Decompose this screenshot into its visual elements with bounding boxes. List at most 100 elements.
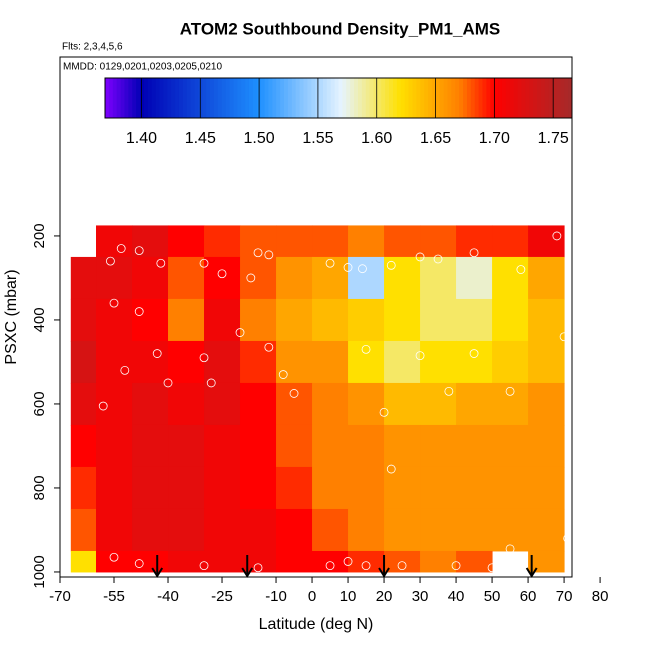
heatmap-cell [384, 424, 421, 468]
sample-point [563, 533, 572, 543]
colorbar-segment [443, 78, 448, 118]
colorbar-segment [311, 78, 316, 118]
heatmap-cell [276, 466, 313, 510]
heatmap-cell [312, 256, 349, 300]
heatmap-cell [276, 340, 313, 384]
sample-point [397, 561, 407, 571]
heatmap-cell [420, 256, 457, 300]
colorbar-segment [140, 78, 145, 118]
heatmap-cell [528, 225, 565, 258]
heatmap-cell [168, 225, 205, 258]
sample-point [163, 378, 173, 388]
heatmap-cell [276, 382, 313, 426]
heatmap-cell [96, 382, 133, 426]
colorbar-segment [365, 78, 371, 118]
heatmap-cell [132, 424, 169, 468]
sample-point [505, 544, 515, 554]
heatmap-cell [204, 340, 241, 384]
colorbar-segment [315, 78, 320, 118]
colorbar-segment [361, 78, 367, 118]
heatmap-cell [528, 382, 565, 426]
colorbar-segment [303, 78, 308, 118]
heatmap-cell [204, 550, 241, 573]
heatmap-cell [420, 382, 457, 426]
sample-point [325, 258, 335, 268]
sample-point [433, 254, 443, 264]
colorbar-segment [322, 78, 328, 118]
heatmap-cell [96, 225, 133, 258]
heatmap-cell [312, 340, 349, 384]
colorbar-segment [260, 78, 266, 118]
heatmap-cell [276, 424, 313, 468]
colorbar-segment [517, 78, 522, 118]
colorbar-segment [424, 78, 429, 118]
heatmap-cell [132, 256, 169, 300]
heatmap-cell [96, 466, 133, 510]
heatmap-cell [492, 298, 529, 342]
heatmap-cell [348, 225, 385, 258]
colorbar-segment [108, 78, 114, 118]
sample-point [156, 258, 166, 268]
colorbar-segment [116, 78, 122, 118]
y-tick-label: 400 [31, 307, 48, 332]
heatmap-cell [384, 256, 421, 300]
heatmap-cell [70, 256, 97, 300]
sample-point [289, 389, 299, 398]
arrow-head [378, 567, 390, 578]
heatmap-cell [168, 466, 205, 510]
colorbar-segment [178, 78, 184, 118]
heatmap-cell [132, 382, 169, 426]
colorbar-segment [420, 78, 425, 118]
heatmap-cell [492, 225, 529, 258]
colorbar-segment [404, 78, 410, 118]
y-tick-label: 600 [31, 391, 48, 416]
heatmap-cell [276, 256, 313, 300]
heatmap-cell [312, 225, 349, 258]
x-tick-label: 50 [484, 588, 501, 605]
heatmap-cell [312, 382, 349, 426]
colorbar-segment [213, 78, 219, 118]
heatmap-cell [348, 466, 385, 510]
heatmap-cell [204, 466, 241, 510]
colorbar-segment [346, 78, 351, 118]
colorbar-segment [291, 78, 297, 118]
colorbar-segment [501, 78, 507, 118]
colorbar-segment [474, 78, 480, 118]
sample-point [98, 401, 108, 411]
colorbar-segment [217, 78, 223, 118]
colorbar-segment [451, 78, 456, 118]
colorbar-segment [128, 78, 133, 118]
heatmap-cell [348, 340, 385, 384]
sample-point [264, 250, 274, 260]
colorbar-tick-label: 1.50 [244, 130, 275, 147]
heatmap-cell [132, 225, 169, 258]
heatmap-cell [492, 256, 529, 300]
sample-point [386, 464, 396, 474]
heatmap-cell [168, 508, 205, 552]
heatmap-cell [528, 550, 565, 573]
colorbar-tick-label: 1.60 [361, 130, 392, 147]
heatmap-cell [240, 466, 277, 510]
sample-point [217, 269, 227, 279]
colorbar-segment [159, 78, 164, 118]
colorbar-segment [536, 78, 542, 118]
x-tick-label: 60 [520, 588, 537, 605]
colorbar-segment [369, 78, 375, 118]
heatmap [70, 225, 572, 573]
colorbar-segment [455, 78, 460, 118]
heatmap-cell [528, 256, 565, 300]
heatmap-cell [348, 256, 385, 300]
sample-point [199, 353, 209, 363]
heatmap-cell [420, 424, 457, 468]
colorbar-segment [564, 78, 569, 118]
colorbar-segment [182, 78, 188, 118]
heatmap-cell [96, 256, 133, 300]
heatmap-cell [276, 550, 313, 573]
colorbar-segment [392, 78, 398, 118]
colorbar-segment [233, 78, 238, 118]
colorbar-segment [533, 78, 538, 118]
heatmap-cell [240, 424, 277, 468]
heatmap-cell [528, 298, 565, 342]
colorbar-segment [373, 78, 378, 118]
colorbar-segment [354, 78, 359, 118]
